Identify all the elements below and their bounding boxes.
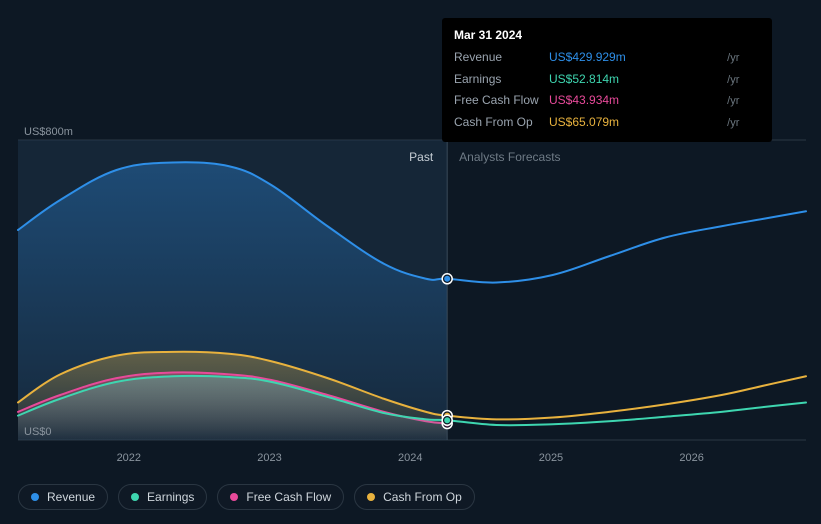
legend-item-earnings[interactable]: Earnings (118, 484, 207, 510)
chart-container: US$800m US$0 2022 2023 2024 2025 2026 Past An… (0, 0, 821, 524)
legend-dot-icon (230, 493, 238, 501)
tooltip-row: RevenueUS$429.929m/yr (454, 47, 760, 69)
legend-item-label: Free Cash Flow (246, 490, 331, 504)
legend-item-cash-from-op[interactable]: Cash From Op (354, 484, 475, 510)
tooltip-row-unit: /yr (723, 47, 760, 69)
x-axis-label: 2022 (117, 452, 141, 464)
y-axis-label: US$800m (24, 126, 73, 138)
tooltip-row-value: US$65.079m (549, 112, 723, 134)
tooltip-row: Cash From OpUS$65.079m/yr (454, 112, 760, 134)
legend-dot-icon (131, 493, 139, 501)
legend-item-label: Revenue (47, 490, 95, 504)
tooltip-row-value: US$43.934m (549, 90, 723, 112)
tooltip-row: EarningsUS$52.814m/yr (454, 69, 760, 91)
tooltip-row-unit: /yr (723, 69, 760, 91)
tooltip-row-unit: /yr (723, 112, 760, 134)
tooltip-row-label: Revenue (454, 47, 549, 69)
legend-dot-icon (367, 493, 375, 501)
x-axis-label: 2023 (257, 452, 281, 464)
forecast-region-label: Analysts Forecasts (459, 150, 560, 164)
y-axis-label: US$0 (24, 426, 52, 438)
tooltip-row-label: Free Cash Flow (454, 90, 549, 112)
legend-dot-icon (31, 493, 39, 501)
tooltip-row-label: Earnings (454, 69, 549, 91)
tooltip-row-value: US$52.814m (549, 69, 723, 91)
tooltip-title: Mar 31 2024 (454, 26, 760, 45)
x-axis-label: 2025 (539, 452, 563, 464)
x-axis-label: 2026 (679, 452, 703, 464)
past-region-label: Past (409, 150, 433, 164)
tooltip-row-unit: /yr (723, 90, 760, 112)
legend-item-label: Earnings (147, 490, 194, 504)
tooltip-row-label: Cash From Op (454, 112, 549, 134)
legend-item-label: Cash From Op (383, 490, 462, 504)
chart-tooltip: Mar 31 2024 RevenueUS$429.929m/yrEarning… (442, 18, 772, 142)
x-axis-label: 2024 (398, 452, 422, 464)
tooltip-row-value: US$429.929m (549, 47, 723, 69)
legend-item-free-cash-flow[interactable]: Free Cash Flow (217, 484, 344, 510)
tooltip-row: Free Cash FlowUS$43.934m/yr (454, 90, 760, 112)
chart-legend: Revenue Earnings Free Cash Flow Cash From O… (18, 484, 475, 510)
legend-item-revenue[interactable]: Revenue (18, 484, 108, 510)
